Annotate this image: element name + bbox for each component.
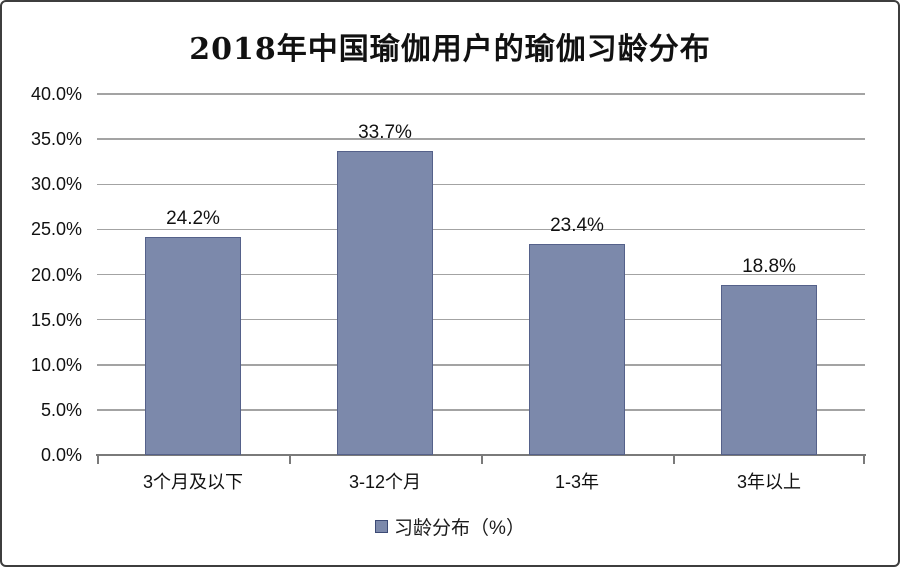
x-axis-tick xyxy=(863,456,865,464)
bar xyxy=(721,285,817,455)
y-tick-label: 5.0% xyxy=(40,399,82,420)
x-axis-tick xyxy=(673,456,675,464)
y-tick-label: 15.0% xyxy=(30,309,82,330)
legend-swatch-icon xyxy=(375,520,389,533)
bar-value-label: 18.8% xyxy=(742,256,796,278)
bar-value-label: 24.2% xyxy=(166,207,220,229)
y-tick-label: 40.0% xyxy=(30,84,82,104)
x-axis-line xyxy=(96,454,866,456)
y-tick-label: 10.0% xyxy=(30,354,82,375)
x-axis-tick xyxy=(289,456,291,464)
bar xyxy=(145,236,241,455)
gridline xyxy=(97,273,865,276)
y-tick-label: 0.0% xyxy=(40,445,82,465)
x-tick-label: 3-12个月 xyxy=(348,472,422,492)
x-axis-labels: 3个月及以下 3-12个月 1-3年 3年以上 xyxy=(97,466,865,492)
plot-area: 24.2% 33.7% 23.4% 18.8% xyxy=(96,93,866,464)
gridline xyxy=(97,183,865,185)
bar xyxy=(337,150,433,455)
y-axis-labels: 0.0% 5.0% 10.0% 15.0% 20.0% 25.0% 30.0% 35.0% 40… xyxy=(2,2,82,565)
x-axis-tick xyxy=(97,456,99,464)
x-tick-label: 3个月及以下 xyxy=(142,472,244,492)
y-tick-label: 20.0% xyxy=(30,264,82,285)
gridline xyxy=(97,318,865,321)
y-tick-label: 25.0% xyxy=(30,219,82,240)
x-axis-tick xyxy=(481,456,483,464)
gridline xyxy=(97,93,865,95)
gridline xyxy=(97,364,865,366)
bar-value-label: 23.4% xyxy=(550,214,604,236)
chart-title: 2018年中国瑜伽用户的瑜伽习龄分布 xyxy=(189,32,711,67)
x-tick-label: 3年以上 xyxy=(736,472,802,492)
bar-value-label: 33.7% xyxy=(358,121,412,143)
y-tick-label: 30.0% xyxy=(30,174,82,195)
gridline xyxy=(97,409,865,411)
x-tick-label: 1-3年 xyxy=(554,472,600,492)
gridline xyxy=(97,138,865,140)
legend: 习龄分布（%） xyxy=(2,513,898,540)
legend-label: 习龄分布（%） xyxy=(394,518,525,539)
bar xyxy=(529,243,625,455)
gridline xyxy=(97,228,865,231)
y-tick-label: 35.0% xyxy=(30,129,82,150)
